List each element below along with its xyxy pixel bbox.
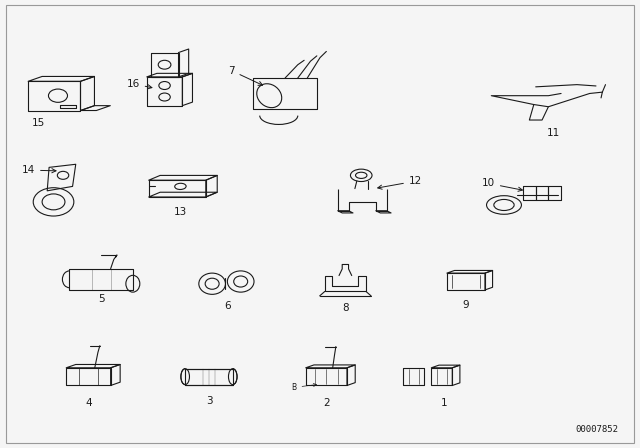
Text: 13: 13 [174, 207, 187, 217]
Text: 4: 4 [85, 398, 92, 408]
Text: 5: 5 [98, 294, 104, 304]
Text: 7: 7 [228, 65, 262, 85]
Text: 6: 6 [225, 301, 231, 310]
Text: 3: 3 [205, 396, 212, 406]
Text: 15: 15 [31, 118, 45, 129]
Text: 00007852: 00007852 [575, 425, 618, 434]
Text: B: B [291, 383, 316, 392]
Text: 14: 14 [22, 165, 56, 175]
Text: 1: 1 [440, 398, 447, 408]
Text: 16: 16 [127, 79, 152, 89]
Text: 10: 10 [482, 178, 522, 191]
Text: 9: 9 [463, 300, 469, 310]
Text: 2: 2 [323, 398, 330, 408]
Text: 11: 11 [547, 128, 560, 138]
Text: 12: 12 [378, 176, 422, 189]
Text: 8: 8 [342, 302, 349, 313]
